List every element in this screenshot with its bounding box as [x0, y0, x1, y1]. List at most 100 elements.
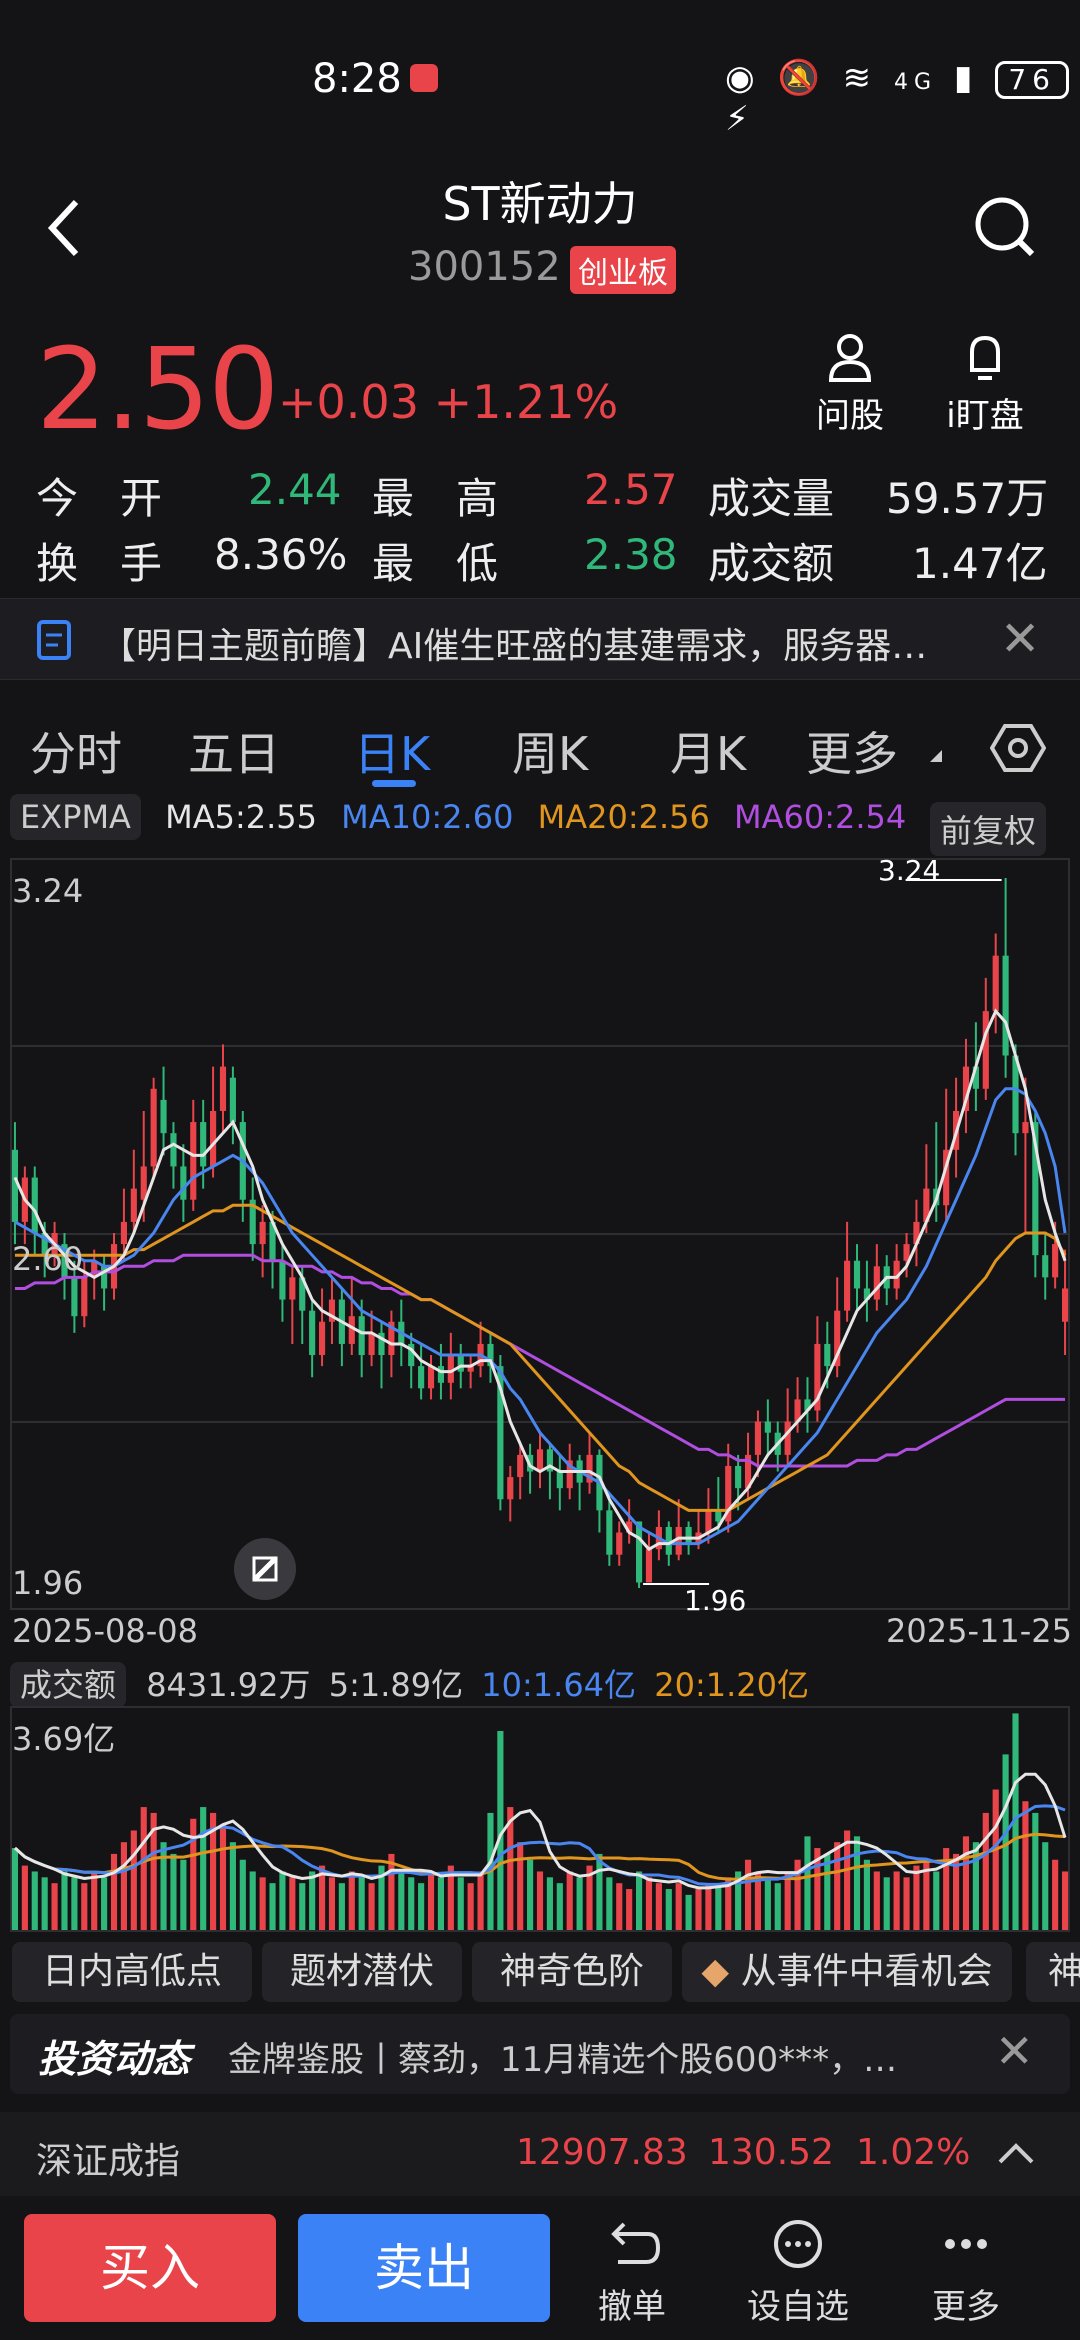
volume-bar [665, 1889, 672, 1930]
sell-button[interactable]: 卖出 [298, 2214, 550, 2322]
volume-bar [824, 1853, 831, 1930]
candlestick-chart[interactable] [10, 858, 1070, 1610]
candle-body [190, 1122, 197, 1200]
bell-icon [970, 335, 1000, 380]
candle-body [794, 1399, 801, 1422]
volume-bar [497, 1730, 504, 1930]
candle-body [120, 1221, 127, 1245]
candle-body [487, 1343, 494, 1367]
candle-body [328, 1299, 336, 1322]
candle-body [259, 1221, 266, 1245]
volume-bar [447, 1865, 454, 1930]
search-button[interactable] [970, 192, 1040, 262]
adjust-selector[interactable]: 前复权 [930, 802, 1047, 856]
add-favorite-label: 设自选 [747, 2287, 849, 2327]
volume-bar [715, 1883, 722, 1930]
volume-bar [259, 1877, 266, 1930]
volume-selector[interactable]: 成交额 [10, 1662, 127, 1708]
volume-ma20-line [13, 1832, 1066, 1881]
candle-body [517, 1454, 524, 1478]
undo-icon [611, 2222, 661, 2264]
volume-bar [219, 1824, 227, 1930]
add-favorite-button[interactable]: 设自选 [738, 2218, 858, 2328]
volume-max-label: 3.69亿 [12, 1720, 116, 1758]
status-bar: 8:28 ◉ 🔕 ≋ 4G ▮ 76 ⚡ [0, 0, 1080, 139]
candle-body [903, 1244, 910, 1261]
more-label: 更多 [932, 2287, 1000, 2327]
volume-bar [101, 1877, 108, 1930]
tab-weekly-k[interactable]: 周K [512, 727, 589, 781]
candle-body [447, 1355, 454, 1383]
volume-ma5: 5:1.89亿 [328, 1666, 464, 1704]
candle-body [229, 1077, 236, 1123]
index-change: 130.52 [708, 2132, 834, 2173]
back-button[interactable] [38, 190, 98, 260]
draw-tool-icon[interactable] [234, 1538, 296, 1600]
volume-bar [675, 1883, 682, 1930]
current-price: 2.50 [36, 325, 279, 455]
candle-body [388, 1321, 395, 1356]
volume-bar [190, 1818, 197, 1930]
volume-bar [229, 1842, 236, 1930]
tab-monthly-k[interactable]: 月K [670, 727, 747, 781]
tab-intraday[interactable]: 分时 [30, 727, 122, 781]
stock-code: 300152 [408, 244, 561, 290]
news-close-icon[interactable]: ✕ [995, 2024, 1034, 2078]
volume-bar [378, 1865, 385, 1930]
expma-selector[interactable]: EXPMA [10, 794, 141, 840]
volume-bar [863, 1859, 870, 1930]
index-value: 12907.83 [516, 2132, 688, 2173]
candle-body [210, 1110, 217, 1167]
chip-more[interactable]: 神 [1026, 1942, 1080, 2002]
tab-daily-k[interactable]: 日K [354, 727, 431, 781]
chip-intraday-highlow[interactable]: 日内高低点 [12, 1942, 252, 2002]
notice-close-icon[interactable]: ✕ [1000, 611, 1041, 667]
signal-label: 4G [893, 70, 937, 95]
volume-bar [725, 1877, 732, 1930]
candle-body [725, 1465, 732, 1522]
bottom-bar: 买入 卖出 撤单 设自选 更多 [0, 2196, 1080, 2340]
volume-bar [705, 1883, 712, 1930]
more-dropdown-icon [930, 750, 942, 762]
volume-chart[interactable] [10, 1706, 1070, 1932]
candle-body [635, 1521, 643, 1583]
watch-button[interactable]: i盯盘 [940, 330, 1030, 437]
candle-body [279, 1260, 286, 1300]
volume-bar [933, 1871, 940, 1930]
notice-bar[interactable]: 【明日主题前瞻】AI催生旺盛的基建需求，服务器… ✕ [0, 598, 1080, 680]
buy-button[interactable]: 买入 [24, 2214, 276, 2322]
chevron-up-icon[interactable] [996, 2138, 1036, 2168]
candle-body [685, 1526, 692, 1544]
high-value: 2.57 [584, 465, 678, 514]
candle-body [309, 1310, 316, 1356]
volume-bar [388, 1853, 395, 1930]
settings-icon[interactable] [990, 720, 1046, 776]
index-bar[interactable]: 深证成指 12907.83 130.52 1.02% [0, 2112, 1080, 2196]
volume-bar [992, 1789, 999, 1930]
ma60-line [14, 1253, 1066, 1468]
ma5-label: MA5:2.55 [165, 798, 317, 836]
volume-bar [596, 1853, 603, 1930]
volume-bar [645, 1877, 653, 1930]
volume-bar [71, 1877, 78, 1930]
volume-bar [299, 1883, 306, 1930]
volume-bar [368, 1883, 375, 1930]
news-bar[interactable]: 投资动态 金牌鉴股丨蔡劲，11月精选个股600***，… ✕ [10, 2014, 1070, 2094]
more-icon [945, 2239, 987, 2249]
chip-theme-ambush[interactable]: 题材潜伏 [262, 1942, 462, 2002]
volume-bar [774, 1883, 781, 1930]
ask-stock-button[interactable]: 问股 [810, 330, 890, 437]
low-label: 最 低 [372, 539, 499, 588]
tab-five-day[interactable]: 五日 [188, 727, 280, 781]
chip-magic-color[interactable]: 神奇色阶 [472, 1942, 672, 2002]
candle-body [715, 1510, 722, 1522]
more-button[interactable]: 更多 [906, 2218, 1026, 2328]
tab-more[interactable]: 更多 [806, 727, 898, 781]
volume-bar [477, 1871, 484, 1930]
open-value: 2.44 [248, 465, 342, 514]
volume-bar [210, 1812, 217, 1930]
turnover-label: 换 手 [36, 539, 163, 588]
cancel-order-button[interactable]: 撤单 [572, 2218, 692, 2328]
chip-event-opportunity[interactable]: ◆ 从事件中看机会 [682, 1942, 1012, 2002]
search-icon [975, 197, 1035, 257]
